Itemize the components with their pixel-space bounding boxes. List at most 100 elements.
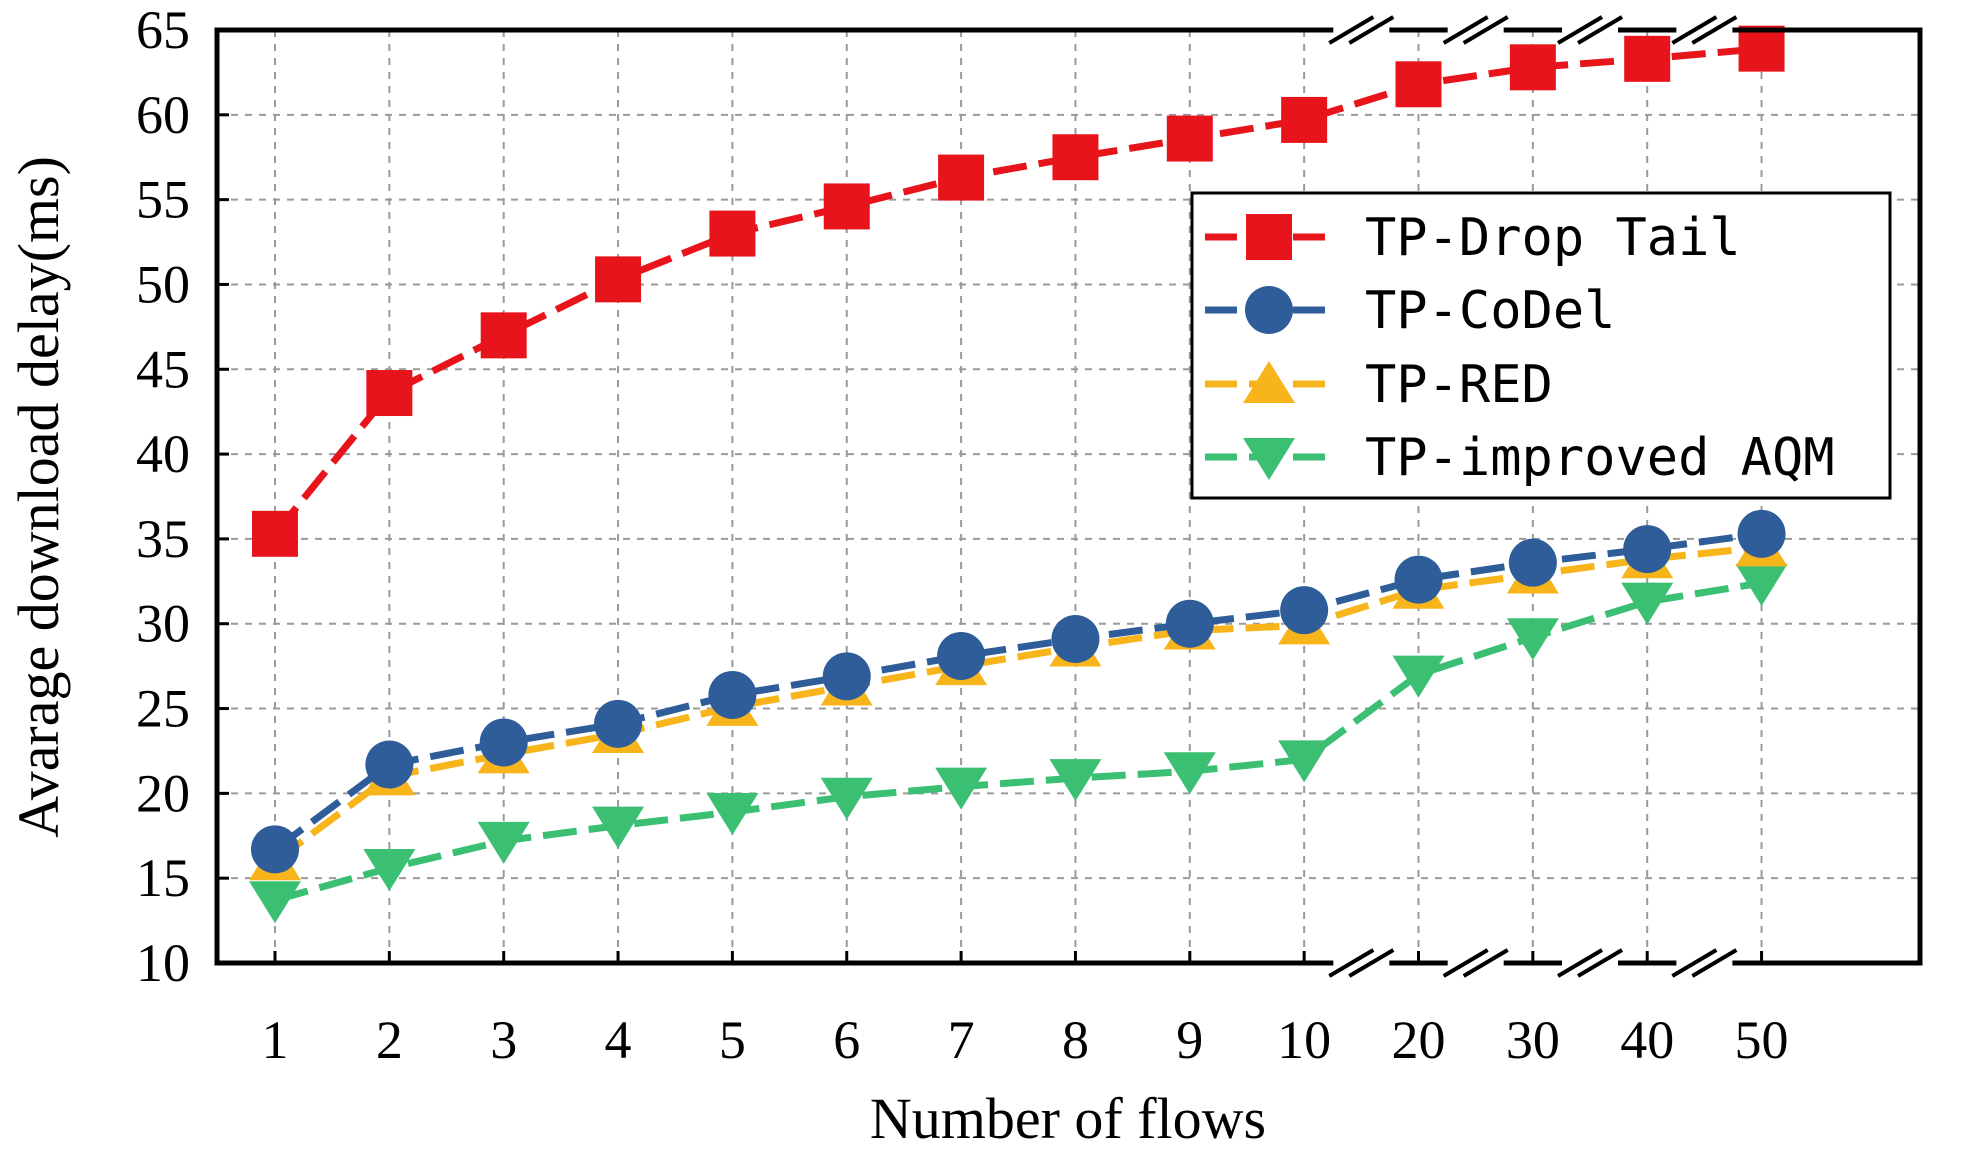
legend: TP-Drop Tail TP-CoDel TP-RED TP-improved AQ… (1190, 191, 1892, 500)
x-tick-label: 50 (1735, 1010, 1789, 1070)
data-point (595, 256, 642, 303)
x-tick-label: 1 (262, 1010, 289, 1070)
data-point (479, 718, 528, 767)
series-tp-red (249, 524, 1788, 881)
series-tp-improved-aqm (249, 564, 1788, 924)
x-tick-label: 5 (719, 1010, 746, 1070)
data-point (822, 652, 871, 701)
x-tick-label: 10 (1277, 1010, 1331, 1070)
legend-box (1190, 191, 1892, 500)
x-tick-label: 6 (833, 1010, 860, 1070)
data-point (251, 825, 299, 874)
y-tick-label: 45 (136, 339, 190, 399)
x-tick-label: 7 (948, 1010, 975, 1070)
plot-frame (214, 27, 1923, 966)
series-layer (249, 25, 1788, 924)
y-tick-label: 40 (136, 424, 190, 484)
data-point (252, 510, 298, 557)
data-point (477, 821, 530, 864)
legend-marker (1246, 214, 1292, 260)
legend-item: TP-CoDel (1205, 281, 1615, 341)
data-point (1735, 564, 1788, 607)
series-tp-drop-tail (252, 25, 1785, 557)
axis-break-mark (1557, 948, 1624, 978)
data-point (1624, 35, 1671, 82)
series-tp-codel (251, 509, 1786, 874)
data-point (1165, 599, 1214, 648)
data-point (592, 806, 645, 849)
data-point (1278, 740, 1331, 783)
axis-break-mark (1671, 948, 1738, 978)
data-point (935, 767, 988, 810)
axis-break-mark (1557, 15, 1624, 45)
x-tick-label: 9 (1176, 1010, 1203, 1070)
y-tick-label: 50 (136, 254, 190, 314)
y-tick-label: 60 (136, 85, 190, 145)
data-point (249, 881, 301, 924)
data-point (363, 849, 416, 892)
data-point (1281, 96, 1328, 143)
series-line (272, 543, 1762, 865)
x-tick-label: 20 (1392, 1010, 1446, 1070)
x-tick-label: 3 (490, 1010, 517, 1070)
y-tick-label: 25 (136, 679, 190, 739)
x-tick-label: 2 (376, 1010, 403, 1070)
series-line (274, 579, 1763, 904)
data-point (708, 670, 757, 719)
data-point (820, 777, 873, 820)
data-point (709, 210, 756, 257)
legend-item: TP-improved AQM (1205, 428, 1835, 488)
legend-marker (1245, 286, 1293, 334)
legend-item: TP-RED (1205, 355, 1553, 415)
data-point (1623, 525, 1672, 574)
data-point (937, 631, 986, 680)
legend-label: TP-improved AQM (1365, 428, 1835, 488)
y-tick-label: 10 (136, 933, 190, 993)
legend-label: TP-CoDel (1365, 281, 1615, 341)
data-point (1052, 134, 1099, 181)
axis-break-mark (1442, 948, 1509, 978)
data-point (1051, 614, 1100, 663)
legend-item: TP-Drop Tail (1205, 208, 1741, 268)
data-point (1394, 555, 1443, 604)
axis-break-mark (1328, 948, 1395, 978)
legend-marker (1243, 438, 1295, 480)
data-point (594, 699, 643, 748)
y-tick-label: 30 (136, 594, 190, 654)
axis-break-mark (1328, 15, 1395, 45)
data-point (480, 312, 527, 359)
data-point (1163, 752, 1216, 795)
x-tick-label: 40 (1620, 1010, 1674, 1070)
axis-break-mark (1442, 15, 1509, 45)
data-point (1049, 759, 1102, 802)
data-point (365, 740, 414, 789)
y-tick-label: 65 (136, 0, 190, 60)
y-tick-label: 55 (136, 170, 190, 230)
legend-label: TP-Drop Tail (1365, 208, 1741, 268)
data-point (1506, 618, 1559, 661)
legend-label: TP-RED (1365, 355, 1553, 415)
y-tick-label: 15 (136, 848, 190, 908)
x-tick-label: 4 (605, 1010, 632, 1070)
y-tick-label: 35 (136, 509, 190, 569)
y-tick-label: 20 (136, 763, 190, 823)
x-axis-title: Number of flows (870, 1086, 1266, 1150)
y-axis-title: Avarage download delay(ms) (6, 156, 71, 838)
data-point (938, 154, 985, 201)
x-tick-label: 8 (1062, 1010, 1089, 1070)
data-point (706, 793, 759, 836)
data-point (823, 183, 870, 230)
legend-marker (1243, 361, 1295, 403)
data-point (1280, 586, 1329, 635)
data-point (1509, 44, 1556, 91)
data-point (1395, 61, 1442, 108)
axis-break-mark (1671, 15, 1738, 45)
data-point (1392, 655, 1445, 698)
axis-breaks (1328, 15, 1738, 978)
data-point (366, 370, 413, 417)
data-point (1166, 115, 1213, 162)
data-point (1508, 538, 1557, 587)
x-tick-label: 30 (1506, 1010, 1560, 1070)
